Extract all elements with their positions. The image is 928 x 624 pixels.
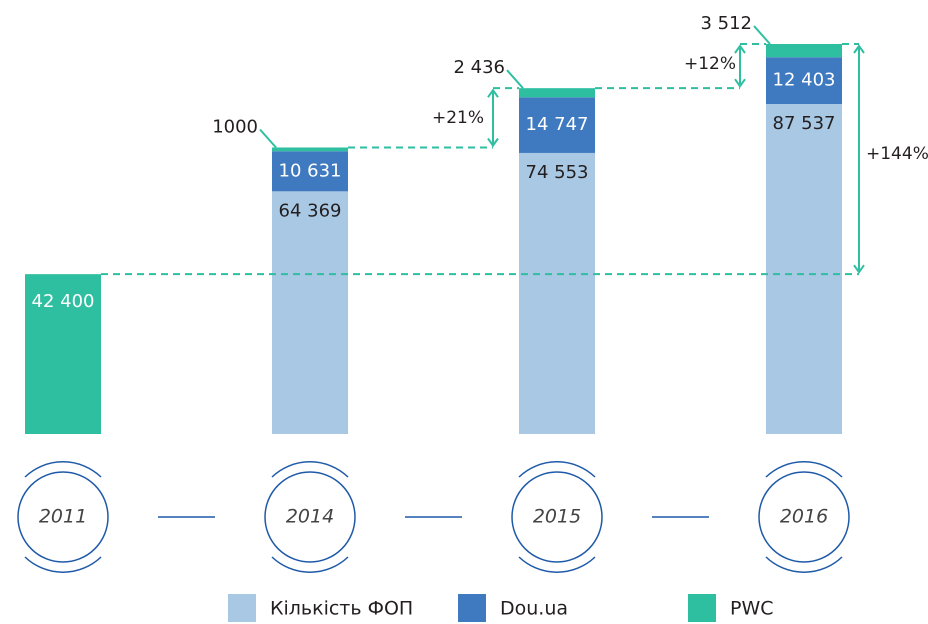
- value-label: 1000: [212, 116, 258, 137]
- year-circle: [758, 471, 850, 563]
- legend-label: Dou.ua: [500, 598, 568, 620]
- year-arc: [765, 461, 843, 478]
- value-label: 64 369: [279, 200, 342, 221]
- arrow-head: [487, 88, 499, 98]
- bar-segment: [766, 57, 842, 104]
- arrow-head: [853, 44, 865, 54]
- arrow-head: [734, 78, 746, 88]
- year-arc: [271, 461, 349, 478]
- leader-line: [753, 25, 771, 45]
- x-tick-label: 2015: [533, 506, 581, 528]
- x-tick-label: 2011: [39, 506, 87, 528]
- value-label: 10 631: [279, 160, 342, 181]
- year-arc: [24, 461, 102, 478]
- year-circle: [17, 471, 109, 563]
- year-arc: [518, 461, 596, 478]
- year-arc: [271, 556, 349, 573]
- x-tick-label: 2016: [780, 506, 828, 528]
- legend-label: PWC: [730, 598, 774, 620]
- value-label: 42 400: [32, 291, 95, 312]
- value-label: 3 512: [700, 13, 752, 34]
- bar-segment: [519, 152, 595, 434]
- x-tick-label: 2014: [286, 506, 334, 528]
- bar-segment: [272, 147, 348, 152]
- year-circle: [511, 471, 603, 563]
- leader-line: [259, 128, 277, 149]
- value-label: 12 403: [773, 70, 836, 91]
- value-label: 2 436: [453, 57, 505, 78]
- value-label: 14 747: [526, 114, 589, 135]
- bar-segment: [25, 274, 101, 434]
- annotation: +144%: [866, 144, 928, 164]
- year-arc: [24, 556, 102, 573]
- year-arc: [765, 556, 843, 573]
- legend-swatch: [228, 594, 256, 622]
- legend-swatch: [688, 594, 716, 622]
- legend-label: Кількість ФОП: [270, 598, 413, 620]
- arrow-head: [853, 264, 865, 274]
- bar-segment: [766, 103, 842, 435]
- bar-segment: [272, 191, 348, 434]
- annotation: +21%: [432, 108, 484, 128]
- leader-line: [506, 69, 524, 89]
- bar-segment: [519, 97, 595, 153]
- bar-segment: [519, 88, 595, 98]
- value-label: 87 537: [773, 113, 836, 134]
- arrow-head: [734, 44, 746, 54]
- legend-swatch: [458, 594, 486, 622]
- value-label: 74 553: [526, 162, 589, 183]
- bar-segment: [766, 44, 842, 58]
- annotation: +12%: [684, 54, 736, 74]
- year-arc: [518, 556, 596, 573]
- year-circle: [264, 471, 356, 563]
- arrow-head: [487, 137, 499, 148]
- bar-segment: [272, 151, 348, 192]
